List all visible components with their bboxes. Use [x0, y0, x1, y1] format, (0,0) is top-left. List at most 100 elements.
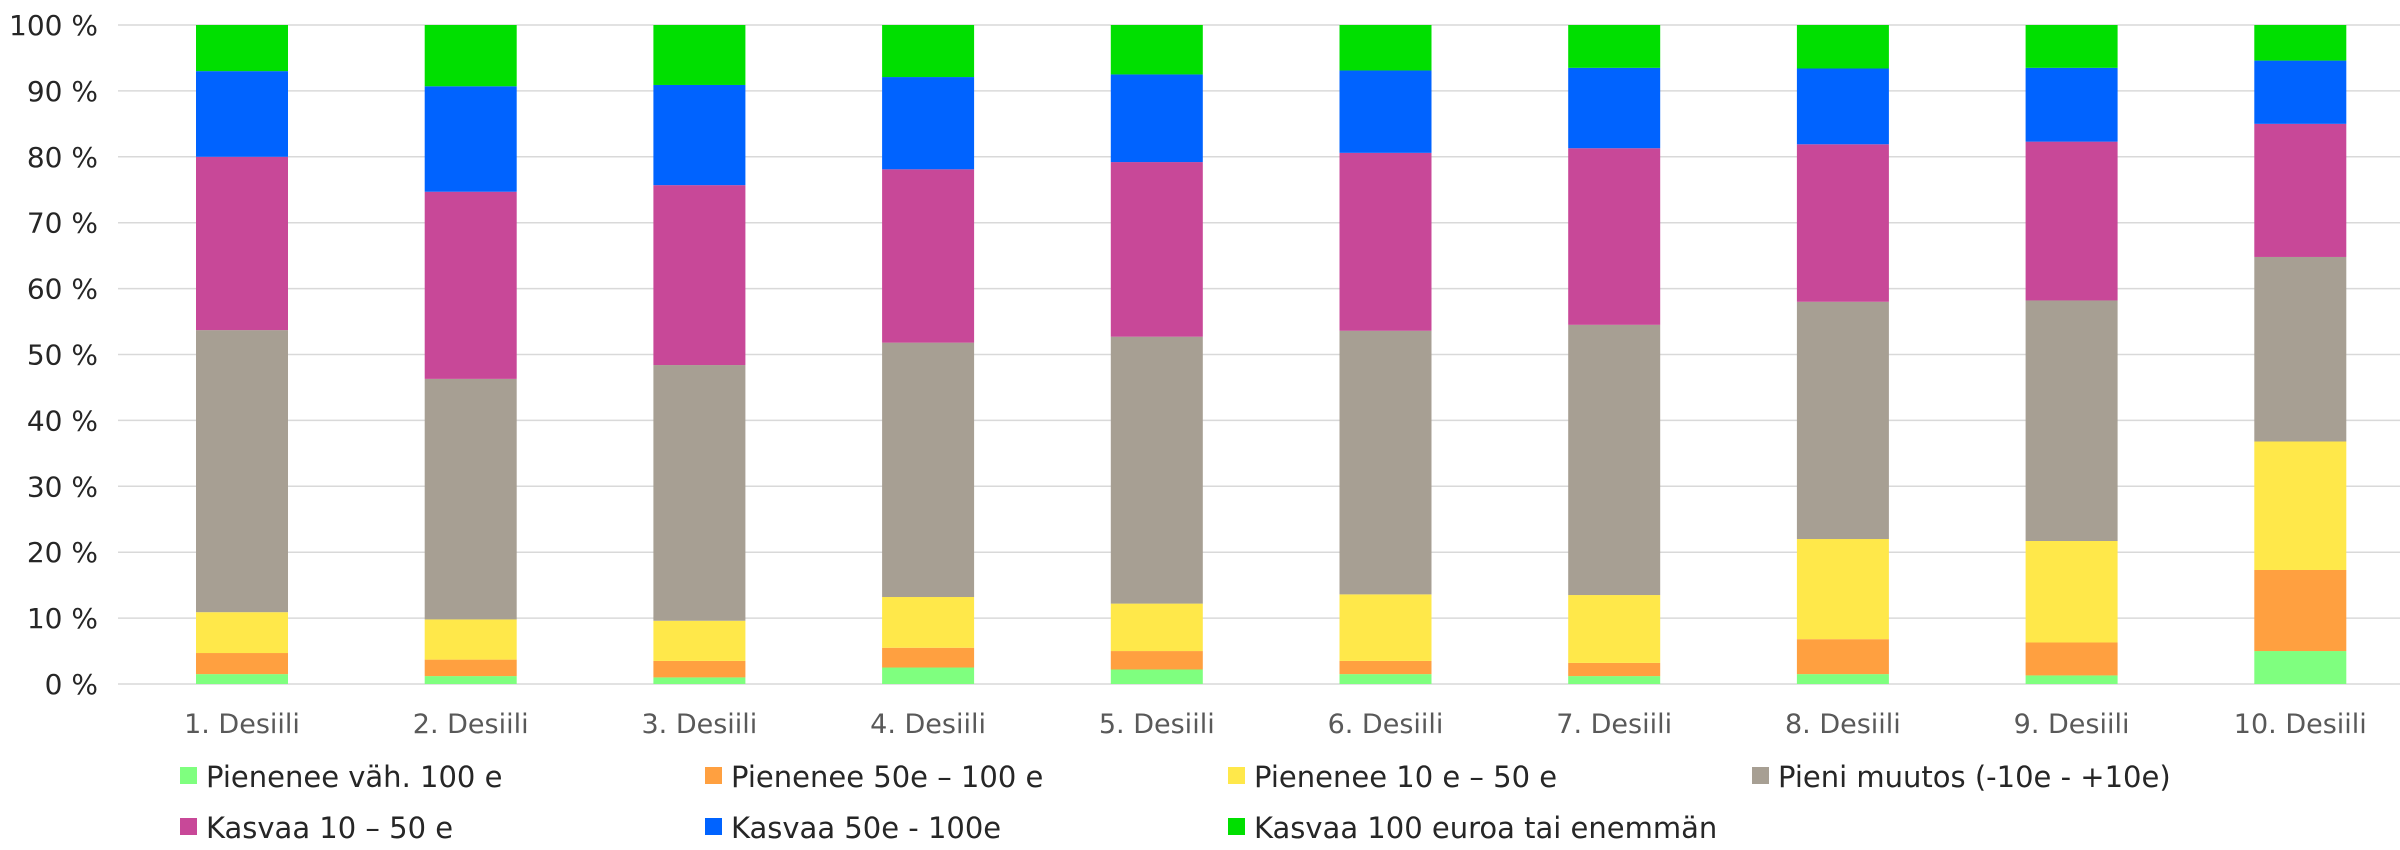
bar-segment: [653, 25, 746, 85]
bar-segment: [1568, 676, 1661, 684]
bar-segment: [1796, 539, 1889, 640]
bar-segment: [1110, 74, 1203, 163]
x-tick-label: 4. Desiili: [870, 709, 986, 740]
bar-segment: [1110, 162, 1203, 337]
bar-segment: [1110, 651, 1203, 670]
bar-segment: [882, 647, 975, 668]
y-tick-label: 70 %: [27, 207, 98, 240]
bar-segment: [2025, 141, 2118, 301]
bars: [196, 25, 2347, 684]
bar-segment: [2254, 25, 2347, 61]
legend-item: Pienenee väh. 100 e: [180, 760, 502, 794]
bar-segment: [2025, 67, 2118, 142]
legend-swatch: [1228, 767, 1245, 784]
bar-segment: [424, 378, 517, 620]
bar-segment: [196, 653, 288, 675]
bar-segment: [1339, 674, 1432, 684]
x-axis-tick-labels: 1. Desiili 2. Desiili 3. Desiili 4. Desiili…: [184, 709, 2367, 740]
legend-item: Kasvaa 100 euroa tai enemmän: [1228, 811, 1717, 845]
y-tick-label: 0 %: [45, 668, 98, 701]
y-tick-label: 60 %: [27, 273, 98, 306]
bar-segment: [2025, 25, 2118, 68]
bar-segment: [424, 25, 517, 87]
legend-label: Pieni muutos (-10e - +10e): [1778, 760, 2171, 794]
x-tick-label: 1. Desiili: [184, 709, 300, 740]
x-tick-label: 7. Desiili: [1556, 709, 1672, 740]
legend-label: Kasvaa 100 euroa tai enemmän: [1254, 811, 1717, 845]
bar-segment: [1110, 603, 1203, 652]
y-tick-label: 100 %: [9, 9, 98, 42]
bar-segment: [196, 612, 288, 654]
bar-segment: [424, 659, 517, 677]
y-tick-label: 80 %: [27, 141, 98, 174]
x-tick-label: 8. Desiili: [1785, 709, 1901, 740]
bar-segment: [882, 342, 975, 598]
bar-segment: [2254, 256, 2347, 442]
legend-swatch: [1228, 818, 1245, 835]
bar-segment: [196, 71, 288, 157]
bar-segment: [653, 185, 746, 366]
legend-item: Kasvaa 10 – 50 e: [180, 811, 453, 845]
legend-swatch: [180, 767, 197, 784]
bar-segment: [2025, 642, 2118, 676]
y-tick-label: 10 %: [27, 602, 98, 635]
bar-segment: [1796, 144, 1889, 302]
x-tick-label: 10. Desiili: [2234, 709, 2367, 740]
legend-label: Pienenee 50e – 100 e: [731, 760, 1043, 794]
legend: Pienenee väh. 100 e Pienenee 50e – 100 e P…: [180, 760, 2171, 845]
bar-segment: [1796, 674, 1889, 684]
x-tick-label: 5. Desiili: [1099, 709, 1215, 740]
bar-segment: [653, 620, 746, 661]
bar-segment: [1796, 301, 1889, 540]
x-tick-label: 2. Desiili: [413, 709, 529, 740]
bar-segment: [882, 169, 975, 343]
x-tick-label: 6. Desiili: [1328, 709, 1444, 740]
legend-swatch: [705, 818, 722, 835]
bar-segment: [424, 86, 517, 192]
bar-segment: [1110, 669, 1203, 684]
x-tick-label: 9. Desiili: [2014, 709, 2130, 740]
bar-segment: [1568, 67, 1661, 149]
bar-segment: [1796, 639, 1889, 675]
legend-item: Pienenee 50e – 100 e: [705, 760, 1043, 794]
bar-segment: [424, 191, 517, 379]
bar-segment: [1110, 336, 1203, 604]
x-tick-label: 3. Desiili: [641, 709, 757, 740]
bar-segment: [2025, 675, 2118, 684]
bar-segment: [653, 84, 746, 186]
legend-item: Pieni muutos (-10e - +10e): [1752, 760, 2171, 794]
legend-label: Kasvaa 50e - 100e: [731, 811, 1001, 845]
bar-segment: [1568, 25, 1661, 68]
legend-item: Kasvaa 50e - 100e: [705, 811, 1001, 845]
bar-segment: [653, 660, 746, 678]
bar-segment: [2254, 569, 2347, 652]
bar-segment: [1339, 25, 1432, 71]
bar-segment: [1339, 594, 1432, 661]
bar-segment: [653, 365, 746, 621]
y-axis-tick-labels: 0 % 10 % 20 % 30 % 40 % 50 % 60 % 70 % 80 % 90 % 1…: [9, 9, 98, 701]
legend-swatch: [705, 767, 722, 784]
bar-segment: [196, 330, 288, 613]
bar-segment: [1339, 152, 1432, 331]
bar-segment: [1339, 660, 1432, 675]
bar-segment: [196, 674, 288, 684]
legend-swatch: [180, 818, 197, 835]
bar-segment: [2254, 60, 2347, 124]
bar-segment: [882, 25, 975, 78]
bar-segment: [882, 77, 975, 170]
legend-label: Pienenee 10 e – 50 e: [1254, 760, 1557, 794]
bar-segment: [1339, 70, 1432, 153]
y-tick-label: 20 %: [27, 536, 98, 569]
legend-swatch: [1752, 767, 1769, 784]
bar-segment: [1568, 595, 1661, 663]
bar-segment: [1796, 68, 1889, 145]
legend-item: Pienenee 10 e – 50 e: [1228, 760, 1557, 794]
bar-segment: [2254, 123, 2347, 257]
bar-segment: [882, 597, 975, 648]
bar-segment: [2254, 651, 2347, 684]
y-tick-label: 50 %: [27, 339, 98, 372]
bar-segment: [2025, 540, 2118, 643]
bar-segment: [196, 156, 288, 331]
bar-segment: [882, 667, 975, 684]
